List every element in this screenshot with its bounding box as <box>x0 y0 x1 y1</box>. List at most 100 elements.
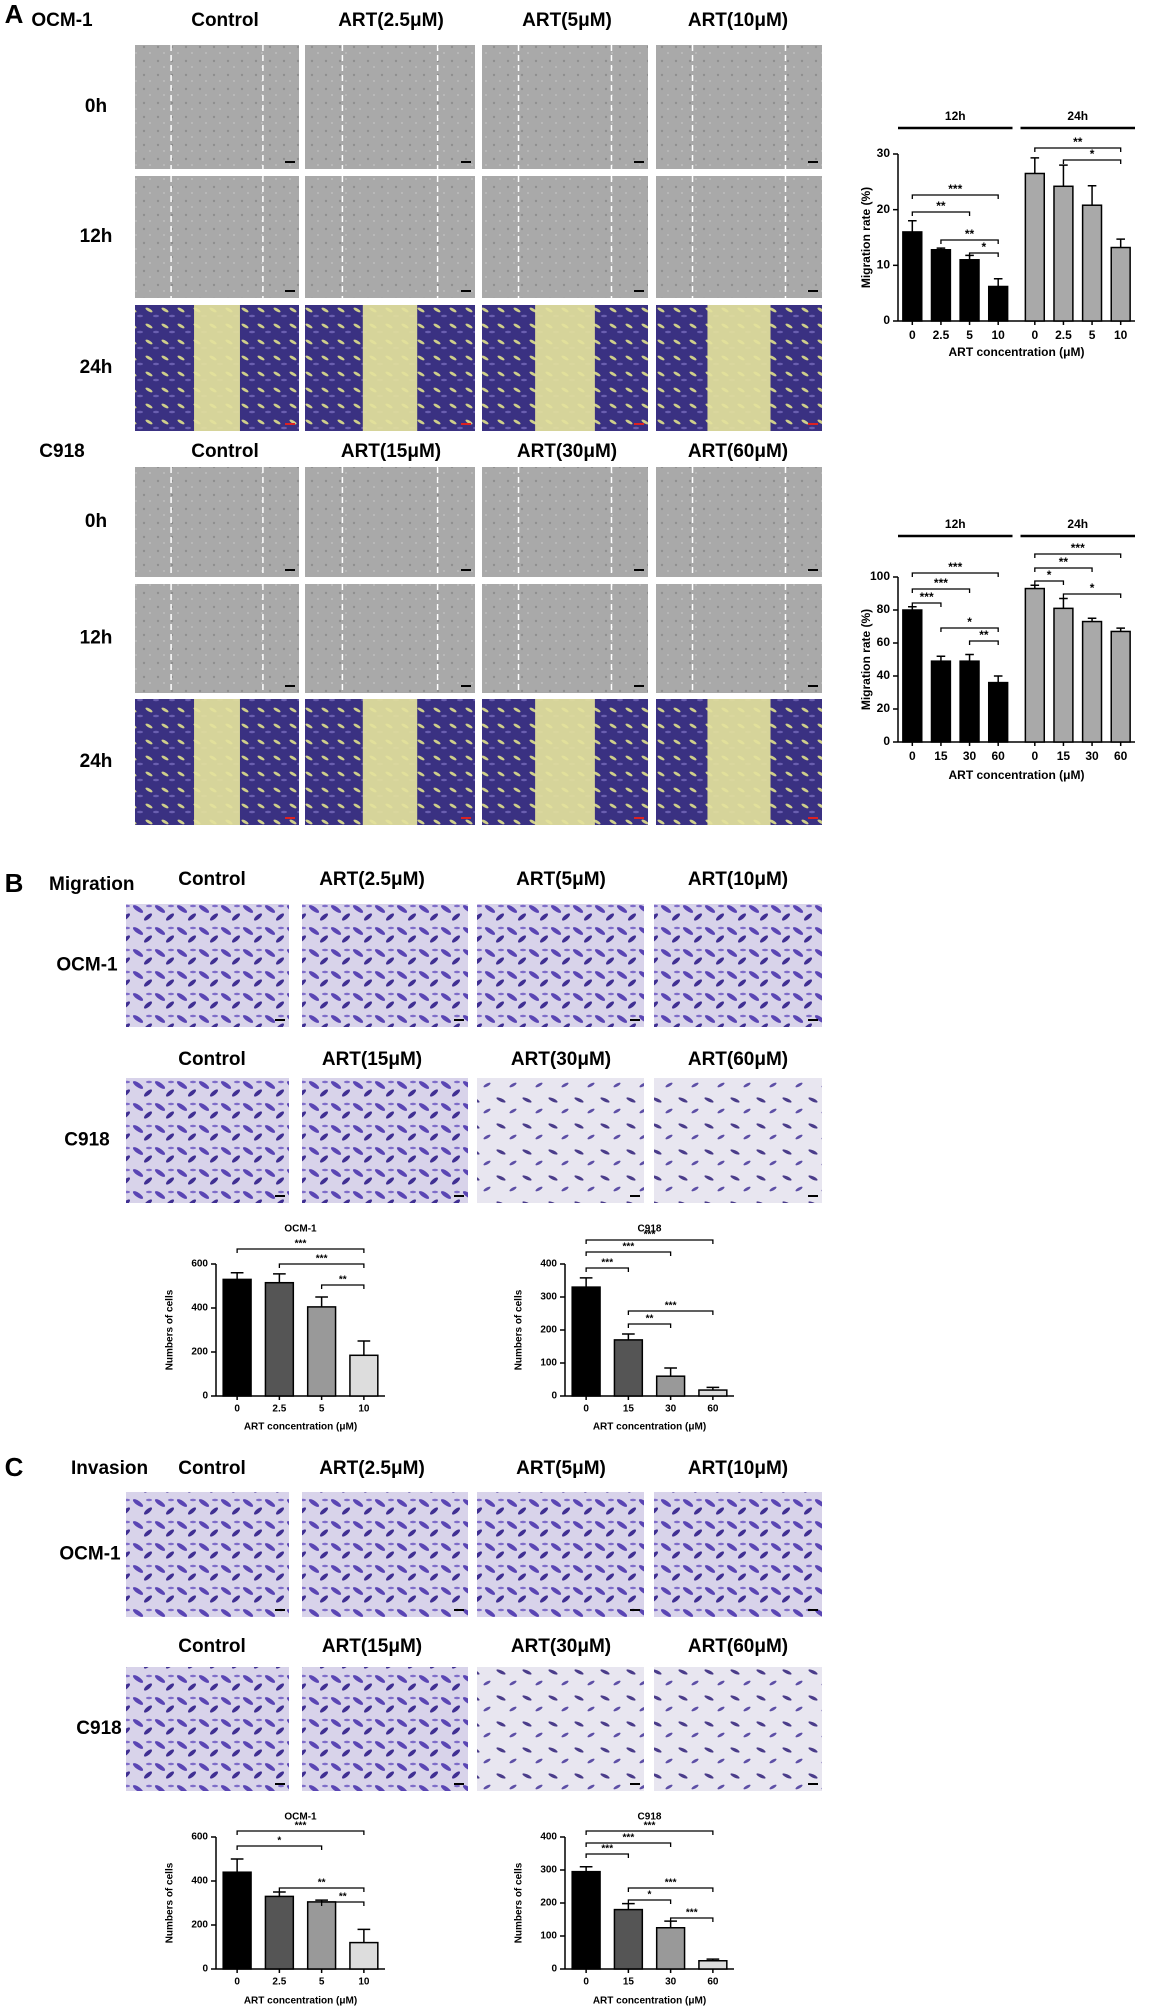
y-axis-title: Numbers of cells <box>514 1862 525 1943</box>
bar <box>613 1908 644 1970</box>
error-bar <box>273 1273 286 1283</box>
scale-bar <box>275 1609 285 1611</box>
x-tick-label: 10 <box>358 1977 370 1988</box>
error-bar <box>706 1958 720 1961</box>
x-tick-label: 5 <box>1089 328 1096 342</box>
significance-label: *** <box>920 590 934 604</box>
scale-bar <box>275 1195 285 1197</box>
bar <box>1053 607 1074 743</box>
group-label: 12h <box>945 517 966 531</box>
chart-title: C918 <box>638 1812 662 1823</box>
y-tick-label: 400 <box>540 1259 557 1270</box>
error-bar <box>579 1865 593 1872</box>
significance-label: *** <box>948 182 962 196</box>
x-tick-label: 0 <box>909 749 916 763</box>
significance-bracket <box>1034 567 1093 572</box>
wound-area <box>194 305 240 431</box>
scale-bar <box>285 817 295 819</box>
column-label: ART(15μM) <box>322 1636 422 1657</box>
bar <box>902 609 923 743</box>
column-label: ART(2.5μM) <box>319 1458 425 1479</box>
micrograph <box>302 1667 468 1791</box>
scale-bar <box>808 290 818 292</box>
cell-line-label: OCM-1 <box>56 955 118 976</box>
scale-bar <box>634 817 644 819</box>
error-bar <box>1087 617 1097 622</box>
scale-bar <box>808 161 818 163</box>
wound-area <box>362 699 418 825</box>
x-tick-label: 15 <box>623 1404 635 1415</box>
significance-label: ** <box>1073 135 1083 149</box>
x-tick-label: 0 <box>583 1404 589 1415</box>
y-tick-label: 600 <box>191 1259 208 1270</box>
scale-bar <box>808 817 818 819</box>
scale-bar <box>454 1019 464 1021</box>
scale-bar <box>808 1783 818 1785</box>
micrograph <box>654 1667 822 1791</box>
x-tick-label: 60 <box>992 749 1006 763</box>
bar <box>959 660 980 743</box>
y-axis-title: Migration rate (%) <box>859 609 873 710</box>
bar <box>655 1375 686 1397</box>
column-label: Control <box>191 10 259 31</box>
x-tick-label: 15 <box>623 1977 635 1988</box>
error-bar <box>965 653 974 662</box>
scale-bar <box>285 685 295 687</box>
error-bar <box>664 1920 677 1928</box>
wound-area <box>707 699 771 825</box>
y-tick-label: 40 <box>877 668 891 682</box>
error-bar <box>936 655 946 662</box>
significance-bracket <box>627 1323 672 1328</box>
micrograph <box>477 1078 644 1203</box>
micrograph <box>477 1667 644 1791</box>
x-axis-title: ART concentration (μM) <box>948 345 1084 359</box>
chart-title: C918 <box>638 1224 662 1235</box>
scale-bar <box>634 290 644 292</box>
wound-area <box>535 305 595 431</box>
bar <box>959 259 980 322</box>
micrograph <box>126 904 289 1027</box>
significance-label: * <box>1047 568 1052 582</box>
significance-label: *** <box>644 1821 656 1832</box>
y-tick-label: 100 <box>540 1931 557 1942</box>
error-bar <box>908 220 917 232</box>
significance-bracket <box>320 1284 365 1289</box>
error-bar <box>579 1277 593 1288</box>
micrograph <box>482 467 648 577</box>
significance-bracket <box>1034 553 1122 558</box>
significance-bracket <box>911 588 971 593</box>
wound-area <box>194 699 240 825</box>
significance-label: *** <box>948 560 962 574</box>
wound-area <box>707 305 771 431</box>
column-label: ART(5μM) <box>516 869 606 890</box>
scale-bar <box>630 1019 640 1021</box>
column-label: ART(10μM) <box>688 869 788 890</box>
scale-bar <box>454 1195 464 1197</box>
y-tick-label: 20 <box>877 701 891 715</box>
bar <box>698 1389 728 1397</box>
bar <box>264 1895 295 1970</box>
bar <box>930 660 952 743</box>
bar <box>987 681 1009 743</box>
bar <box>655 1927 686 1970</box>
cell-line-label: C918 <box>64 1130 109 1151</box>
micrograph <box>135 176 299 298</box>
significance-label: *** <box>601 1844 613 1855</box>
column-label: ART(30μM) <box>511 1049 611 1070</box>
micrograph <box>477 1492 644 1617</box>
micrograph <box>656 467 822 577</box>
significance-bracket <box>627 1310 714 1315</box>
x-tick-label: 30 <box>1085 749 1099 763</box>
significance-label: * <box>1090 147 1095 161</box>
significance-bracket <box>627 1887 714 1892</box>
significance-bracket <box>911 602 942 607</box>
scale-bar <box>285 423 295 425</box>
error-bar <box>230 1858 244 1873</box>
bar <box>306 1901 337 1970</box>
error-bar <box>315 1296 328 1307</box>
bar <box>222 1278 252 1397</box>
significance-bracket <box>1062 159 1122 164</box>
bar <box>987 285 1009 322</box>
significance-label: ** <box>339 1275 347 1286</box>
y-tick-label: 200 <box>540 1898 557 1909</box>
